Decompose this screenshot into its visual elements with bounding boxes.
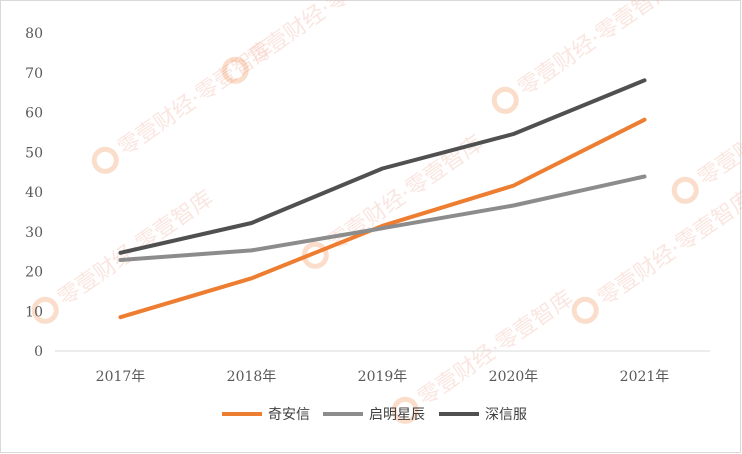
watermark-logo-icon [571,296,599,324]
x-tick-label: 2019年 [358,369,408,385]
legend-label: 深信服 [485,407,527,423]
watermark-logo-icon [31,296,59,324]
watermark-text: 零壹财经·零壹智库 [244,0,408,71]
watermark-text: 零壹财经·零壹智库 [694,66,742,191]
series-layer [118,78,647,320]
y-tick-label: 50 [25,145,43,161]
x-tick-label: 2017年 [96,369,146,385]
y-tick-label: 0 [34,344,43,360]
x-tick-label: 2018年 [227,369,277,385]
watermark-layer: 零壹财经·零壹智库零壹财经·零壹智库零壹财经·零壹智库零壹财经·零壹智库零壹财经… [31,0,742,424]
y-tick-label: 40 [25,185,43,201]
watermark-logo-icon [91,146,119,174]
y-tick-label: 80 [25,26,43,42]
watermark: 零壹财经·零壹智库 [671,66,742,204]
y-tick-label: 10 [25,304,43,320]
watermark: 零壹财经·零壹智库 [571,186,742,324]
series-line-3 [118,78,647,255]
watermark-text: 零壹财经·零壹智库 [514,0,678,101]
watermark: 零壹财经·零壹智库 [491,0,678,114]
series-line-2 [118,174,647,262]
watermark: 零壹财经·零壹智库 [31,186,218,324]
x-tick-label: 2021年 [620,369,670,385]
watermark-text: 零壹财经·零壹智库 [414,286,578,411]
legend: 奇安信 启明星辰 深信服 [222,406,527,423]
legend-label: 启明星辰 [369,407,425,423]
y-axis-ticks: 0 10 20 30 40 50 60 70 80 [25,26,43,360]
series-line-1 [118,117,647,320]
y-tick-label: 30 [25,225,43,241]
watermark-logo-icon [671,176,699,204]
x-axis-ticks: 2017年 2018年 2019年 2020年 2021年 [96,369,670,385]
y-tick-label: 60 [25,106,43,122]
watermark-logo-icon [491,86,519,114]
watermark-logo-icon [391,396,419,424]
legend-label: 奇安信 [268,406,310,423]
watermark-text: 零壹财经·零壹智库 [594,186,742,311]
watermark-logo-icon [221,56,249,84]
y-tick-label: 70 [25,66,43,82]
y-tick-label: 20 [25,265,43,281]
x-tick-label: 2020年 [489,369,539,385]
